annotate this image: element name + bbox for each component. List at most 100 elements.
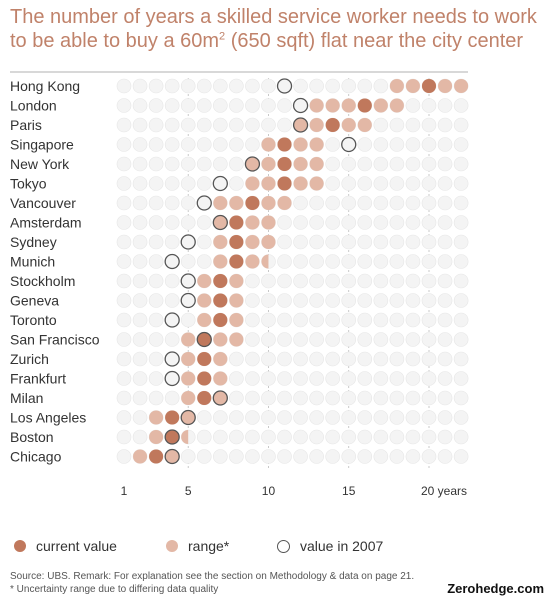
empty-dot — [116, 254, 132, 269]
range-dot — [229, 274, 244, 288]
empty-dot — [325, 176, 340, 191]
empty-dot — [357, 78, 373, 94]
empty-dot — [373, 156, 389, 172]
range-dot — [261, 176, 276, 191]
empty-dot — [357, 234, 373, 250]
empty-dot — [293, 215, 308, 230]
empty-dot — [357, 254, 373, 269]
empty-dot — [421, 390, 437, 406]
range-dot — [197, 293, 212, 308]
empty-dot — [453, 410, 469, 425]
empty-dot — [421, 156, 437, 172]
empty-dot — [132, 195, 148, 211]
empty-dot — [389, 176, 405, 191]
empty-dot — [164, 234, 180, 250]
city-label: Hong Kong — [10, 78, 80, 94]
empty-dot — [325, 215, 340, 230]
empty-dot — [148, 117, 164, 133]
range-dot — [149, 410, 164, 425]
range-swatch — [166, 540, 178, 552]
empty-dot — [229, 449, 244, 464]
empty-dot — [373, 215, 389, 230]
empty-dot — [405, 156, 421, 172]
range-dot — [309, 176, 324, 191]
city-label: Frankfurt — [10, 371, 66, 387]
empty-dot — [116, 410, 132, 425]
empty-dot — [453, 351, 469, 367]
current-value-dot — [213, 274, 228, 288]
empty-dot — [357, 390, 373, 406]
empty-dot — [357, 293, 373, 308]
empty-dot — [437, 429, 453, 445]
empty-dot — [405, 390, 421, 406]
current-value-dot — [277, 137, 292, 152]
empty-dot — [421, 254, 437, 269]
empty-dot — [421, 117, 437, 133]
empty-dot — [132, 429, 148, 445]
empty-dot — [164, 156, 180, 172]
empty-dot — [116, 371, 132, 386]
empty-dot — [309, 371, 324, 386]
empty-dot — [341, 332, 357, 347]
empty-dot — [132, 410, 148, 425]
empty-dot — [116, 390, 132, 406]
empty-dot — [437, 215, 453, 230]
empty-dot — [357, 215, 373, 230]
empty-dot — [421, 137, 437, 152]
empty-dot — [373, 390, 389, 406]
empty-dot — [325, 137, 340, 152]
empty-dot — [164, 176, 180, 191]
range-dot — [133, 449, 148, 464]
empty-dot — [245, 98, 260, 113]
empty-dot — [261, 371, 276, 386]
empty-dot — [116, 273, 132, 289]
brand-watermark: Zerohedge.com — [447, 581, 544, 596]
empty-dot — [293, 429, 308, 445]
empty-dot — [196, 234, 212, 250]
empty-dot — [309, 215, 324, 230]
empty-dot — [293, 234, 308, 250]
empty-dot — [405, 293, 421, 308]
empty-dot — [116, 234, 132, 250]
empty-dot — [180, 195, 196, 211]
empty-dot — [293, 371, 308, 386]
empty-dot — [132, 312, 148, 328]
empty-dot — [116, 98, 132, 113]
empty-dot — [437, 449, 453, 464]
empty-dot — [453, 273, 469, 289]
empty-dot — [196, 449, 212, 464]
range-dot — [213, 352, 228, 366]
empty-dot — [132, 176, 148, 191]
background-dots — [116, 78, 469, 464]
empty-dot — [373, 371, 389, 386]
range-dot — [341, 98, 356, 113]
empty-dot — [116, 117, 132, 133]
empty-dot — [453, 215, 469, 230]
empty-dot — [132, 117, 148, 133]
empty-dot — [421, 98, 437, 113]
legend-current: current value — [14, 537, 117, 555]
empty-dot — [116, 78, 132, 94]
value-2007-marker — [164, 312, 180, 328]
empty-dot — [389, 371, 405, 386]
empty-dot — [309, 195, 324, 211]
range-dot — [454, 79, 469, 93]
empty-dot — [437, 410, 453, 425]
empty-dot — [116, 293, 132, 308]
empty-dot — [148, 254, 164, 269]
empty-dot — [196, 254, 212, 269]
empty-dot — [245, 312, 260, 328]
current-value-dot — [149, 449, 164, 464]
empty-dot — [341, 176, 357, 191]
empty-dot — [357, 429, 373, 445]
empty-dot — [405, 215, 421, 230]
empty-dot — [261, 293, 276, 308]
empty-dot — [405, 371, 421, 386]
empty-dot — [148, 371, 164, 386]
range-dot — [325, 98, 340, 113]
empty-dot — [357, 449, 373, 464]
empty-dot — [421, 215, 437, 230]
empty-dot — [148, 78, 164, 94]
empty-dot — [373, 254, 389, 269]
empty-dot — [164, 195, 180, 211]
